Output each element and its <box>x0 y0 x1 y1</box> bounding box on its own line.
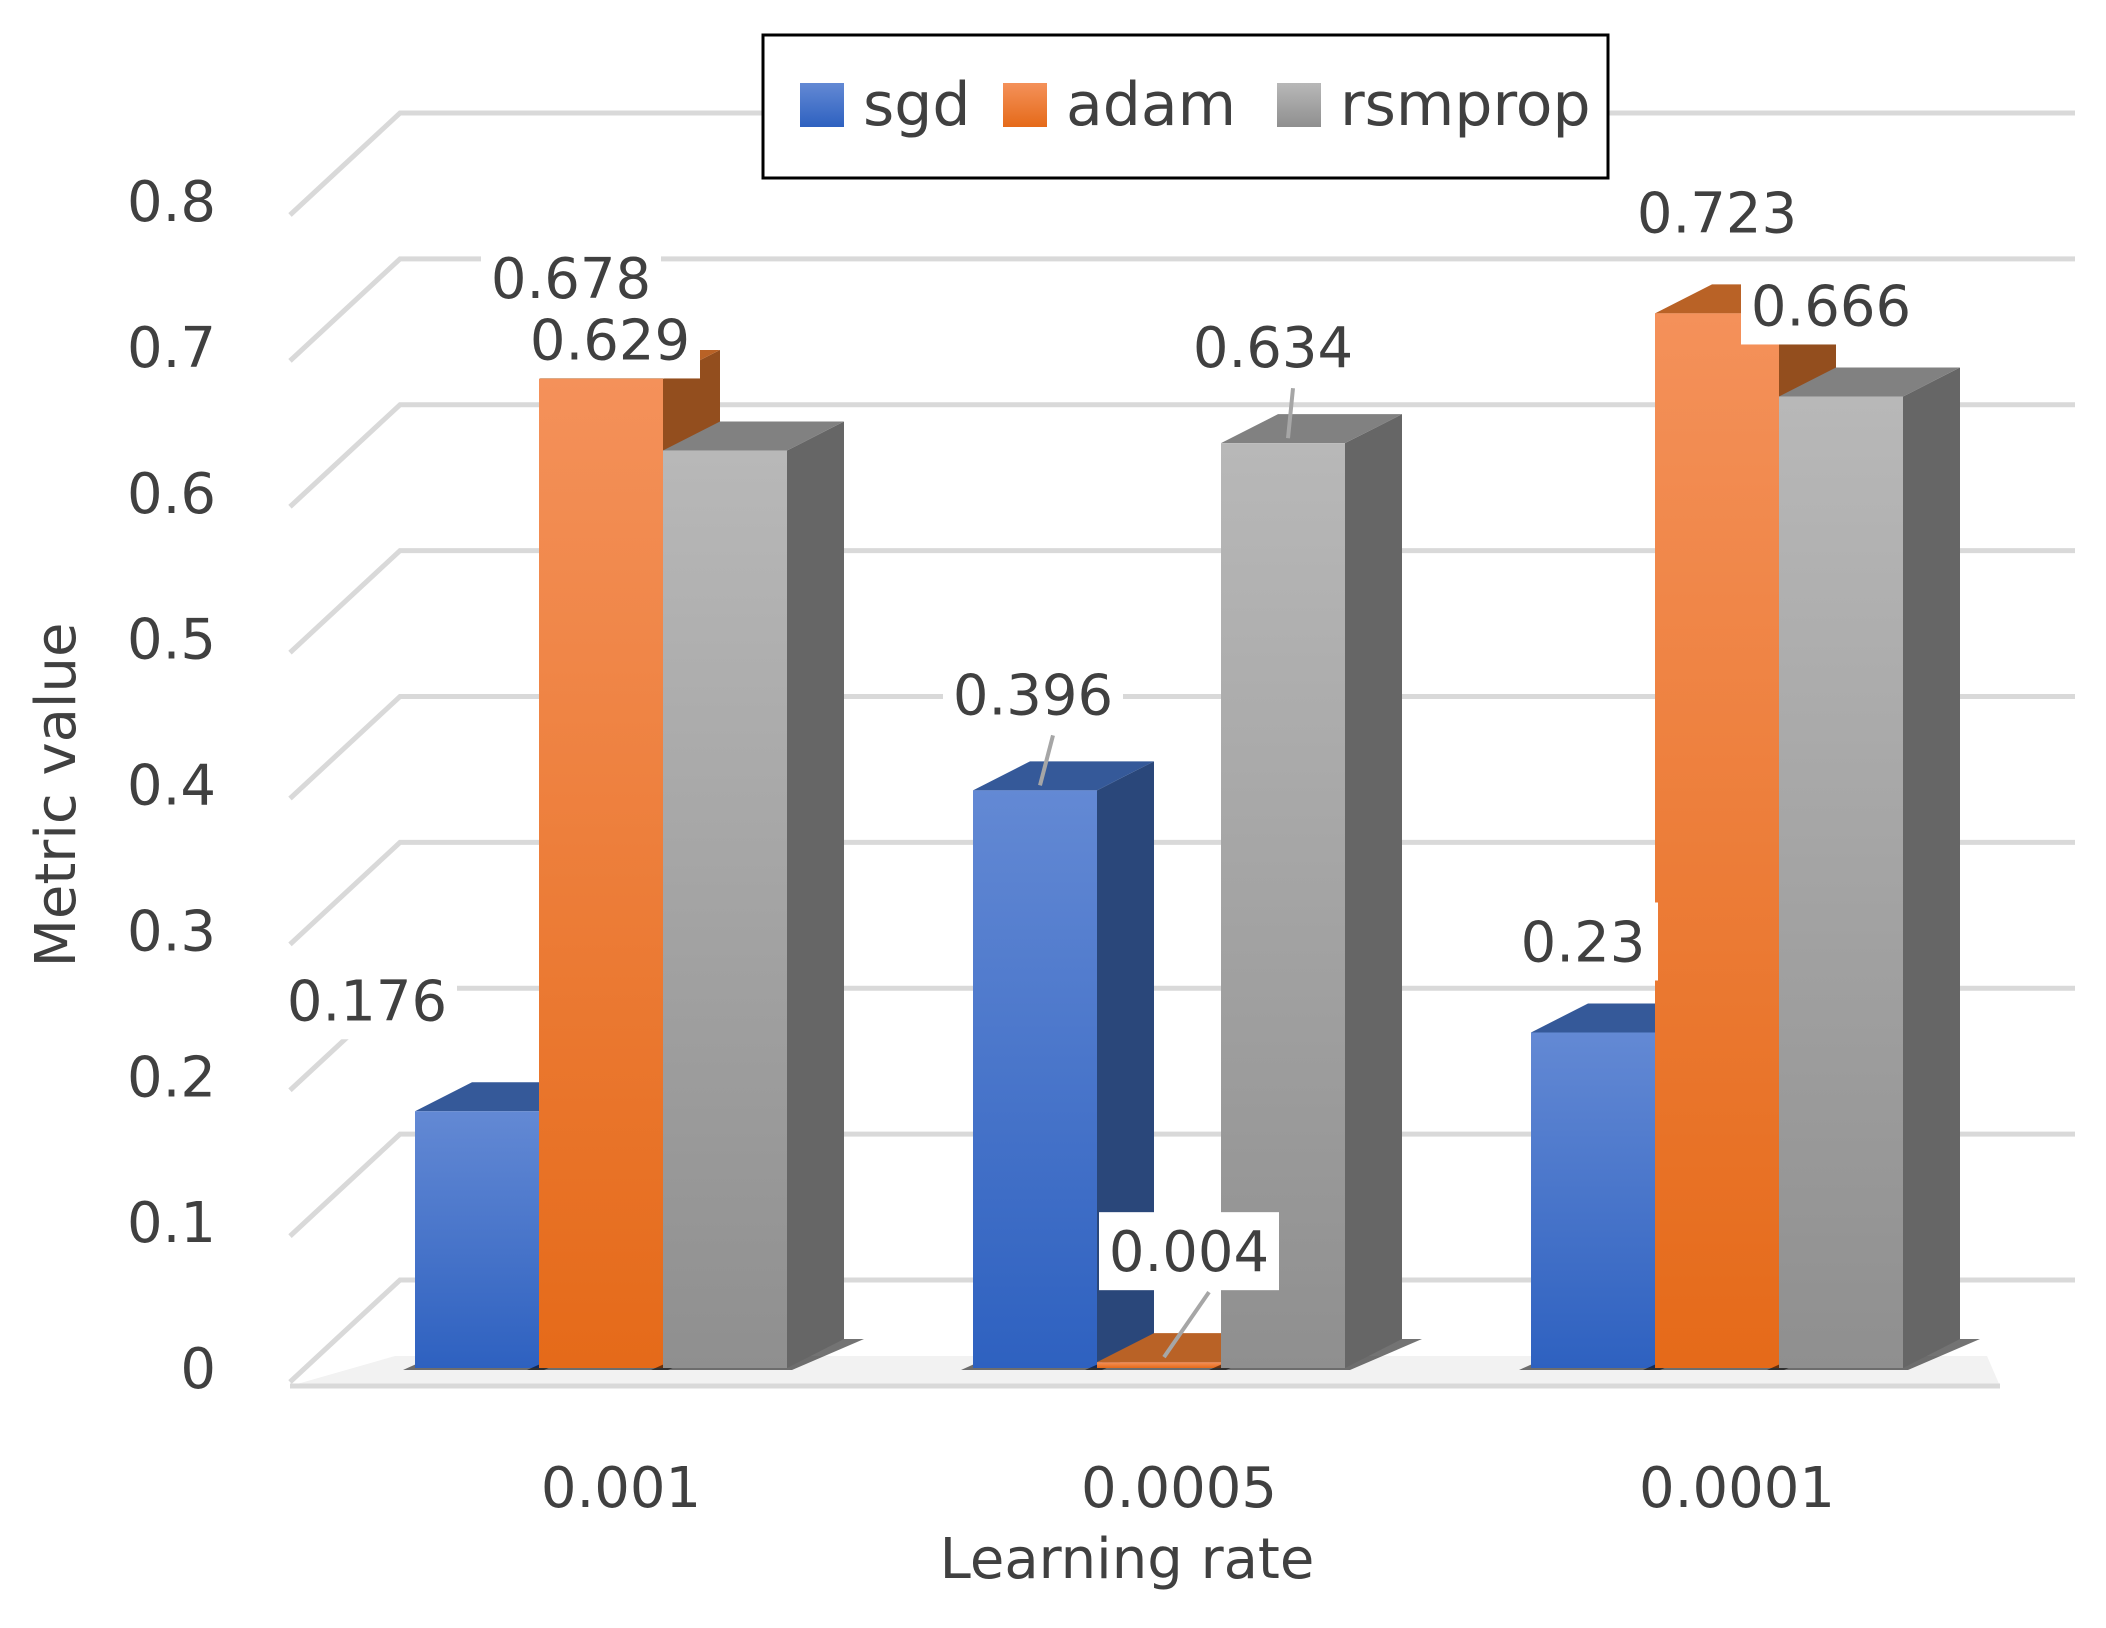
legend-box <box>761 33 1610 180</box>
bar-front <box>539 378 663 1368</box>
legend-label: adam <box>1066 70 1236 140</box>
y-tick-label: 0.6 <box>127 462 216 527</box>
gridline <box>288 1277 2075 1384</box>
x-axis: 0.001 0.0005 0.0001 <box>541 1456 1835 1521</box>
bar-rsmprop-2 <box>1767 367 1980 1370</box>
bar-front <box>1779 396 1903 1368</box>
data-label: 0.634 <box>1193 316 1353 381</box>
data-labels: 0.1760.6780.6290.3960.0040.6340.230.7230… <box>277 173 1921 1359</box>
bar-front <box>973 790 1097 1368</box>
x-axis-title: Learning rate <box>940 1527 1315 1592</box>
bar-top <box>1779 367 1960 397</box>
bar-front <box>415 1111 539 1368</box>
data-label-bg <box>943 655 1123 734</box>
leader-line <box>1162 1291 1211 1359</box>
bar-front <box>663 450 787 1368</box>
bar-side <box>1345 414 1402 1369</box>
data-label-bg <box>1627 173 1807 252</box>
gridline <box>288 694 2075 801</box>
data-label-sgd-1: 0.396 <box>943 655 1123 786</box>
y-tick-label: 0.7 <box>127 316 216 381</box>
y-axis-title: Metric value <box>24 623 89 968</box>
data-label: 0.396 <box>953 663 1113 728</box>
x-tick-label: 0.0005 <box>1081 1456 1277 1521</box>
legend-item-sgd: sgd <box>800 70 970 140</box>
data-label: 0.23 <box>1521 910 1646 975</box>
y-tick-label: 0.3 <box>127 899 216 964</box>
legend-label: rsmprop <box>1340 70 1591 140</box>
legend-swatch <box>1003 83 1047 127</box>
bar-top <box>1221 414 1402 444</box>
bar-top <box>663 421 844 451</box>
bar-side <box>1903 367 1960 1368</box>
y-tick-label: 0 <box>180 1337 216 1402</box>
gridline <box>288 402 2075 509</box>
bar-front <box>1655 313 1779 1369</box>
legend-swatch <box>800 83 844 127</box>
data-label-bg <box>1099 1212 1279 1291</box>
y-axis: 0 0.1 0.2 0.3 0.4 0.5 0.6 0.7 0.8 <box>127 170 216 1402</box>
data-label: 0.723 <box>1637 181 1797 246</box>
data-label: 0.629 <box>530 308 690 373</box>
legend-swatch <box>1277 83 1321 127</box>
data-label-rsmprop-2: 0.666 <box>1741 266 1921 345</box>
data-label-adam-1: 0.004 <box>1099 1212 1279 1359</box>
data-label: 0.004 <box>1109 1220 1269 1285</box>
gridline <box>288 839 2075 947</box>
gridline <box>288 256 2075 363</box>
bar-side <box>787 421 844 1368</box>
data-label-bg <box>1183 308 1363 387</box>
bar-front <box>1531 1032 1655 1368</box>
leader-line <box>1286 387 1295 439</box>
x-tick-label: 0.0001 <box>1639 1456 1835 1521</box>
data-label: 0.666 <box>1751 274 1911 339</box>
y-tick-label: 0.8 <box>127 170 216 235</box>
x-tick-label: 0.001 <box>541 1456 701 1521</box>
data-label-adam-2: 0.723 <box>1627 173 1807 252</box>
data-label-bg <box>277 961 457 1040</box>
legend: sgd adam rsmprop <box>761 33 1610 180</box>
bar-front <box>1097 1362 1221 1368</box>
legend-label: sgd <box>863 70 970 140</box>
bars <box>403 284 1980 1370</box>
y-tick-label: 0.1 <box>127 1191 216 1256</box>
data-label-bg <box>1508 902 1658 981</box>
data-label: 0.176 <box>287 969 447 1034</box>
data-label-bg <box>520 300 700 379</box>
y-tick-label: 0.4 <box>127 754 216 819</box>
data-label-sgd-0: 0.176 <box>277 961 457 1040</box>
y-tick-label: 0.2 <box>127 1045 216 1110</box>
data-label-rsmprop-1: 0.634 <box>1183 308 1363 439</box>
gridline <box>288 548 2075 655</box>
legend-item-rsmprop: rsmprop <box>1277 70 1591 140</box>
bar-top <box>973 761 1154 791</box>
data-label-sgd-2: 0.23 <box>1508 902 1658 981</box>
data-label-bg <box>1741 266 1921 345</box>
y-tick-label: 0.5 <box>127 608 216 673</box>
data-label-rsmprop-0: 0.629 <box>520 300 700 379</box>
leader-line <box>1038 734 1055 786</box>
legend-item-adam: adam <box>1003 70 1236 140</box>
gridline <box>288 1131 2075 1238</box>
bar-rsmprop-0 <box>651 421 864 1370</box>
